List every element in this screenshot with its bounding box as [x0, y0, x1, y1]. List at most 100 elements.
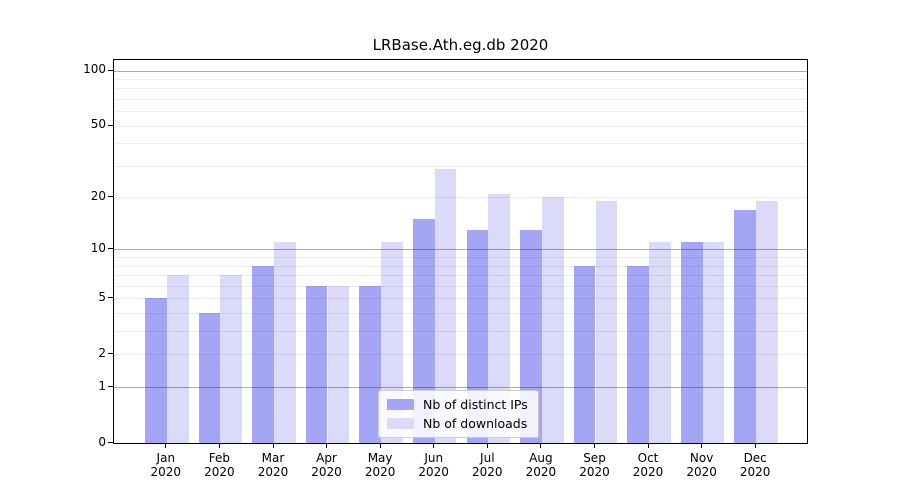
x-tick-mark — [433, 444, 435, 448]
legend-item-distinct-ips: Nb of distinct IPs — [387, 397, 528, 412]
gridline-minor — [114, 285, 807, 287]
x-tick-year: 2020 — [204, 465, 235, 479]
bar-downloads — [274, 242, 296, 443]
gridline-minor — [114, 298, 807, 300]
gridline-major — [114, 387, 807, 389]
y-tick-label: 100 — [83, 62, 106, 76]
x-tick-year: 2020 — [525, 465, 557, 479]
bar-distinct-ips — [627, 265, 649, 443]
legend-label-downloads: Nb of downloads — [423, 416, 528, 431]
x-tick-year: 2020 — [472, 465, 503, 479]
gridline-minor — [114, 257, 807, 259]
x-tick-month: Jan — [156, 451, 176, 465]
bar-downloads — [220, 275, 243, 443]
y-tick-label: 20 — [90, 188, 106, 203]
gridline-minor — [114, 265, 807, 267]
x-tick-mark — [647, 444, 649, 448]
bar-distinct-ips — [305, 285, 328, 443]
legend: Nb of distinct IPs Nb of downloads — [378, 390, 539, 438]
y-tick-mark — [108, 196, 113, 198]
x-tick-year: 2020 — [579, 465, 610, 479]
x-tick-mark — [165, 444, 167, 448]
x-tick-label: Dec 2020 — [727, 451, 783, 479]
gridline-minor — [114, 88, 807, 90]
x-tick-year: 2020 — [686, 465, 717, 479]
legend-swatch-downloads — [387, 418, 414, 429]
x-tick-year: 2020 — [364, 465, 396, 479]
x-tick-label: May 2020 — [352, 451, 408, 479]
x-tick-month: Jun — [424, 451, 444, 465]
bar-downloads — [434, 168, 457, 443]
x-tick-year: 2020 — [257, 465, 289, 479]
bar-distinct-ips — [734, 209, 757, 443]
x-tick-month: Dec — [743, 451, 767, 465]
x-tick-mark — [701, 444, 703, 448]
x-tick-month: Oct — [637, 451, 659, 465]
x-tick-label: Jun 2020 — [406, 451, 462, 479]
gridline-minor — [114, 331, 807, 333]
x-tick-month: Apr — [316, 451, 337, 465]
x-tick-mark — [594, 444, 595, 448]
gridline-minor — [114, 111, 807, 113]
x-tick-month: May — [367, 451, 393, 465]
x-tick-label: Sep 2020 — [567, 451, 623, 479]
y-tick-mark — [108, 69, 113, 71]
bar-downloads — [649, 242, 671, 443]
x-tick-year: 2020 — [739, 465, 771, 479]
legend-swatch-distinct-ips — [387, 399, 414, 410]
gridline-minor — [114, 275, 807, 277]
y-tick-mark — [108, 353, 113, 355]
x-tick-month: Aug — [529, 451, 553, 465]
x-tick-label: Feb 2020 — [191, 451, 247, 479]
y-tick-mark — [108, 124, 113, 126]
x-tick-label: Jul 2020 — [459, 451, 515, 479]
x-tick-month: Nov — [689, 451, 714, 465]
bar-distinct-ips — [573, 265, 596, 443]
y-tick-mark — [108, 386, 113, 388]
y-tick-label: 50 — [90, 117, 106, 132]
x-tick-mark — [218, 444, 220, 448]
x-tick-year: 2020 — [311, 465, 342, 479]
bar-downloads — [166, 275, 189, 443]
gridline-minor — [114, 354, 807, 356]
legend-item-downloads: Nb of downloads — [387, 416, 528, 431]
chart-title: LRBase.Ath.eg.db 2020 — [372, 36, 549, 54]
y-tick-label: 10 — [90, 240, 106, 255]
bar-downloads — [488, 193, 511, 443]
y-tick-mark — [108, 442, 113, 443]
x-tick-mark — [326, 444, 327, 448]
gridline-minor — [114, 197, 807, 199]
bar-downloads — [541, 197, 564, 443]
x-tick-mark — [754, 444, 756, 448]
gridline-minor — [114, 125, 807, 127]
bar-distinct-ips — [198, 313, 221, 443]
x-tick-mark — [379, 444, 381, 448]
bar-distinct-ips — [680, 242, 703, 443]
y-tick-label: 0 — [98, 434, 106, 449]
x-tick-month: Mar — [261, 451, 285, 465]
x-tick-label: Nov 2020 — [674, 451, 730, 479]
gridline-minor — [114, 143, 807, 145]
x-tick-year: 2020 — [418, 465, 449, 479]
plot-area: Nb of distinct IPs Nb of downloads — [113, 59, 808, 444]
y-tick-label: 5 — [98, 289, 106, 304]
bar-distinct-ips — [145, 298, 167, 443]
x-tick-year: 2020 — [150, 465, 182, 479]
bar-downloads — [756, 201, 778, 443]
gridline-minor — [114, 165, 807, 167]
gridline-major — [114, 70, 807, 72]
legend-label-distinct-ips: Nb of distinct IPs — [423, 397, 528, 412]
gridline-minor — [114, 78, 807, 80]
x-tick-label: Apr 2020 — [299, 451, 355, 479]
bar-downloads — [595, 201, 618, 443]
x-tick-label: Aug 2020 — [513, 451, 569, 479]
bar-distinct-ips — [412, 219, 435, 443]
x-tick-month: Feb — [208, 451, 231, 465]
bar-downloads — [702, 242, 725, 443]
x-tick-label: Jan 2020 — [138, 451, 194, 479]
x-tick-month: Jul — [480, 451, 495, 465]
bar-distinct-ips — [359, 285, 382, 443]
y-tick-mark — [108, 297, 113, 299]
gridline-minor — [114, 313, 807, 315]
